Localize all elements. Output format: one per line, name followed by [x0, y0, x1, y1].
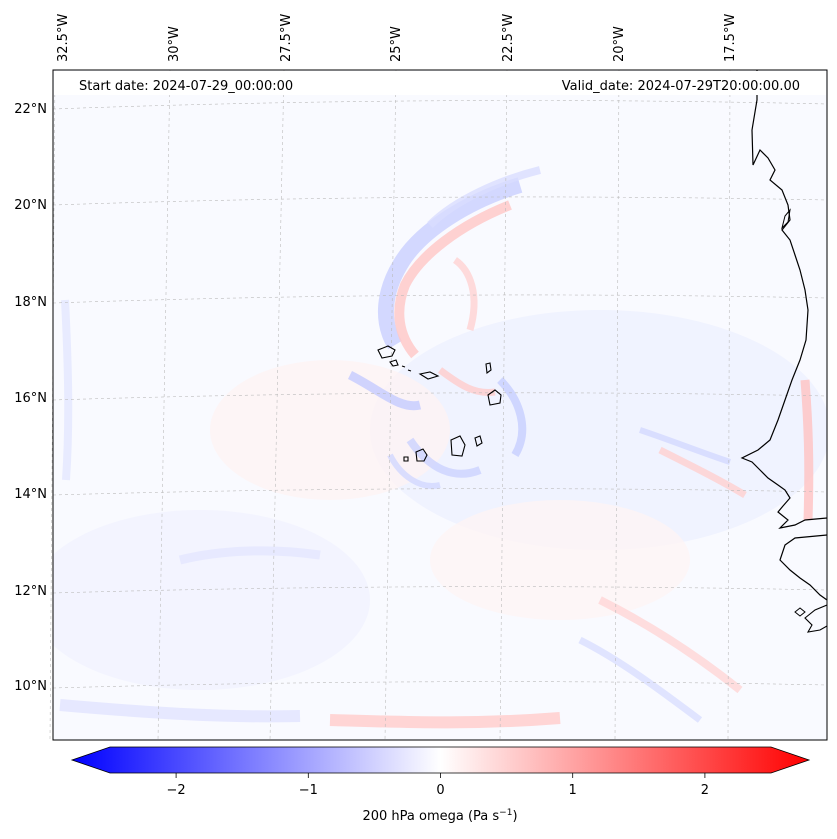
- lat-label: 16°N: [14, 391, 47, 406]
- lon-label: 30°W: [167, 26, 182, 62]
- colorbar-tick-label: 2: [701, 783, 709, 798]
- lat-label: 14°N: [14, 487, 47, 502]
- map-panel: Start date: 2024-07-29_00:00:00 Valid_da…: [49, 69, 828, 741]
- colorbar-tick-label: −1: [299, 783, 318, 798]
- lon-label: 32.5°W: [56, 14, 71, 62]
- lon-label: 25°W: [389, 26, 404, 62]
- lon-label: 17.5°W: [723, 14, 738, 62]
- longitude-labels: 32.5°W 30°W 27.5°W 25°W 22.5°W 20°W 17.5…: [56, 14, 738, 62]
- start-date-label: Start date: 2024-07-29_00:00:00: [79, 79, 293, 94]
- header-box: [54, 71, 826, 95]
- colorbar-label: 200 hPa omega (Pa s−1): [362, 808, 517, 824]
- lon-label: 20°W: [612, 26, 627, 62]
- lat-label: 20°N: [14, 198, 47, 213]
- lon-label: 22.5°W: [501, 14, 516, 62]
- omega-field: [53, 70, 827, 740]
- lat-label: 12°N: [14, 584, 47, 599]
- valid-date-label: Valid_date: 2024-07-29T20:00:00.00: [562, 79, 800, 94]
- colorbar-tick-label: 1: [569, 783, 577, 798]
- lon-label: 27.5°W: [279, 14, 294, 62]
- colorbar: −2 −1 0 1 2 200 hPa omega (Pa s−1): [70, 746, 811, 824]
- colorbar-ticks: −2 −1 0 1 2: [167, 773, 709, 798]
- lat-label: 22°N: [14, 102, 47, 117]
- lat-label: 18°N: [14, 295, 47, 310]
- colorbar-tick-label: 0: [436, 783, 444, 798]
- colorbar-strip: [70, 746, 811, 774]
- graticule: [49, 69, 828, 741]
- cape-verde-islands: [377, 345, 502, 462]
- colorbar-tick-label: −2: [167, 783, 186, 798]
- latitude-labels: 22°N 20°N 18°N 16°N 14°N 12°N 10°N: [14, 102, 47, 694]
- map-frame: [52, 69, 828, 741]
- lat-label: 10°N: [14, 679, 47, 694]
- africa-coastline: [740, 70, 827, 529]
